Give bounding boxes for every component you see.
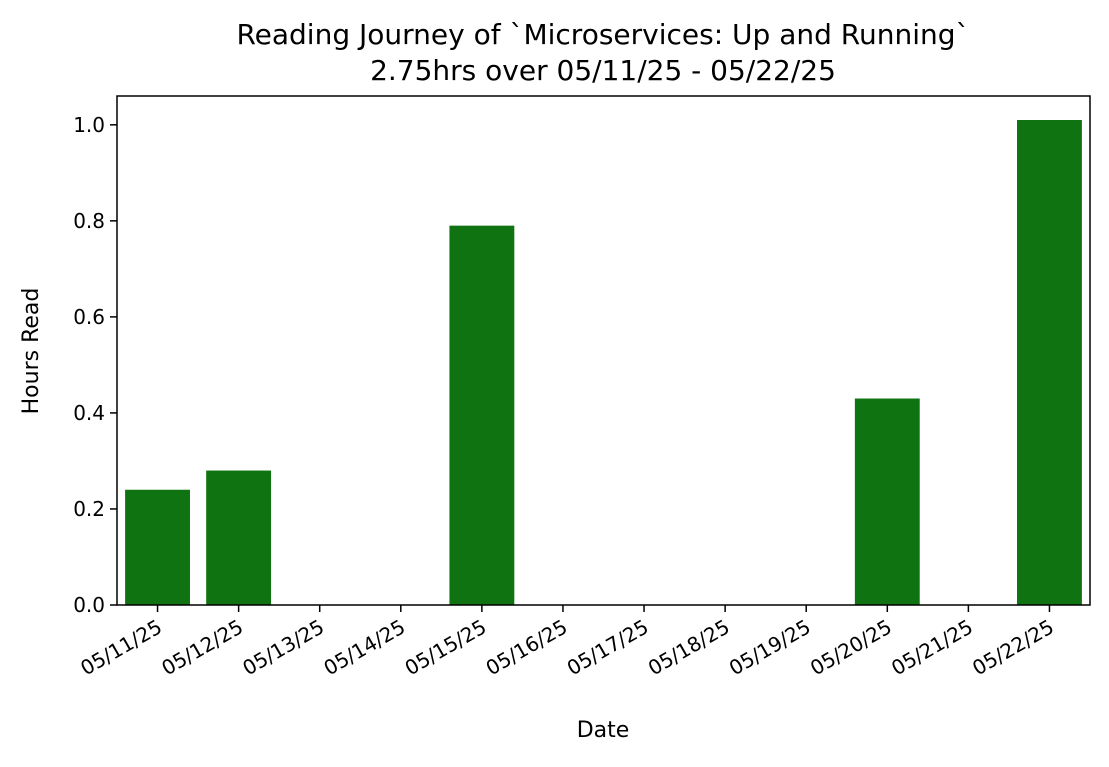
x-tick-label: 05/18/25 [644,615,734,681]
x-tick-label: 05/19/25 [725,615,815,681]
y-tick-label: 0.6 [73,305,105,329]
x-tick-label: 05/11/25 [76,615,166,681]
y-axis-label: Hours Read [19,288,44,415]
x-axis-label: Date [577,718,630,743]
x-tick-label: 05/16/25 [482,615,572,681]
x-tick-label: 05/21/25 [887,615,977,681]
x-axis-ticks: 05/11/2505/12/2505/13/2505/14/2505/15/25… [76,605,1058,680]
x-tick-label: 05/14/25 [319,615,409,681]
y-axis-ticks: 0.0 0.2 0.4 0.6 0.8 1.0 [73,113,117,617]
bar-05-15-25 [449,225,515,605]
y-tick-label: 0.2 [73,497,105,521]
x-tick-label: 05/13/25 [238,615,328,681]
bar-05-12-25 [206,470,272,605]
y-tick-label: 0.8 [73,209,105,233]
plot-frame [116,95,1091,606]
bar-05-11-25 [125,489,190,605]
y-tick-label: 0.4 [73,401,105,425]
bar-05-20-25 [854,398,920,605]
x-tick-label: 05/22/25 [968,615,1058,681]
x-tick-label: 05/20/25 [806,615,896,681]
chart-title: Reading Journey of `Microservices: Up an… [236,18,969,51]
x-tick-label: 05/12/25 [157,615,247,681]
x-tick-label: 05/15/25 [401,615,491,681]
chart-subtitle: 2.75hrs over 05/11/25 - 05/22/25 [370,54,836,87]
x-tick-label: 05/17/25 [563,615,653,681]
y-tick-label: 1.0 [73,113,105,137]
bar-05-22-25 [1017,120,1082,606]
bars-layer [125,120,1082,606]
y-tick-label: 0.0 [73,593,105,617]
